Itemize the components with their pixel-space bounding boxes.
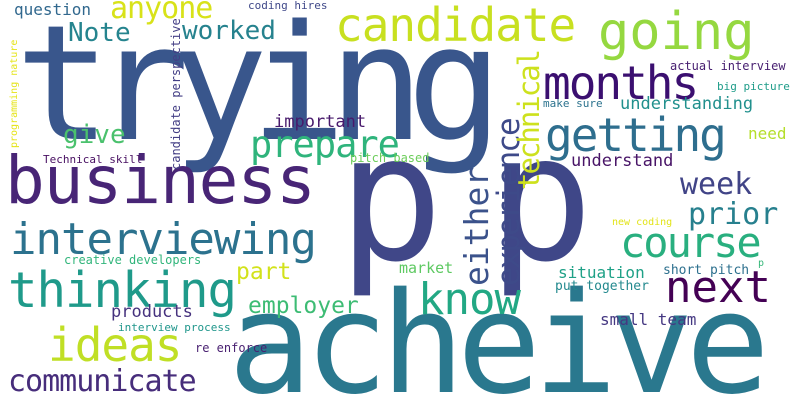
- word-need: need: [748, 124, 787, 143]
- word-either: either: [457, 166, 496, 286]
- word-interview-process: interview process: [118, 321, 231, 334]
- word-months: months: [543, 56, 699, 110]
- word-week: week: [680, 167, 753, 202]
- word-pitch-based: pitch based: [350, 151, 430, 165]
- word-put-together: put together: [555, 279, 649, 294]
- word-know: know: [418, 274, 521, 325]
- word-course: course: [620, 218, 762, 267]
- word-give: give: [63, 120, 126, 150]
- word-going: going: [598, 2, 755, 62]
- word-employer: employer: [248, 293, 359, 319]
- word-small-team: small team: [600, 310, 697, 329]
- word-acheive: acheive: [228, 263, 770, 400]
- word-actual-interview: actual interview: [670, 59, 786, 73]
- word-prior: prior: [688, 197, 779, 232]
- word-prepare: prepare: [250, 123, 400, 166]
- word-candidate: candidate: [335, 0, 576, 52]
- word-programming-nature: programming nature: [9, 39, 20, 148]
- word-re-enforce: re enforce: [195, 341, 268, 355]
- word-understanding: understanding: [620, 94, 754, 114]
- word-technical: technical: [512, 50, 546, 190]
- word-important: important: [274, 112, 367, 132]
- word-note: Note: [68, 18, 131, 48]
- word-p-small: p: [758, 258, 765, 269]
- word-question: question: [14, 0, 92, 19]
- word-big-picture: big picture: [717, 80, 790, 93]
- word-situation: situation: [558, 263, 645, 282]
- word-make-sure: make sure: [543, 97, 603, 110]
- word-part: part: [236, 259, 292, 285]
- word-creative-developers: creative developers: [64, 253, 202, 267]
- word-communicate: communicate: [8, 364, 197, 399]
- word-candidate-perspective: candidate perspective: [169, 18, 183, 170]
- word-getting: getting: [545, 108, 727, 162]
- word-thinking: thinking: [8, 262, 237, 319]
- word-p: p: [488, 98, 594, 301]
- word-worked: worked: [182, 16, 276, 46]
- word-next: next: [665, 262, 771, 313]
- word-ideas: ideas: [48, 318, 182, 372]
- word-products: products: [111, 302, 193, 322]
- word-understand: understand: [571, 151, 674, 171]
- word-anyone: anyone: [110, 0, 213, 26]
- word-new-coding: new coding: [612, 217, 673, 228]
- word-market: market: [399, 259, 454, 277]
- word-interviewing: interviewing: [10, 214, 317, 265]
- word-trying: trying: [15, 0, 503, 177]
- word-business: business: [5, 142, 316, 219]
- word-coding-hires: coding hires: [248, 0, 328, 12]
- word-short-pitch: short pitch: [663, 263, 750, 278]
- word-p: p: [338, 98, 444, 301]
- word-technical-skill: Technical skill: [43, 153, 143, 166]
